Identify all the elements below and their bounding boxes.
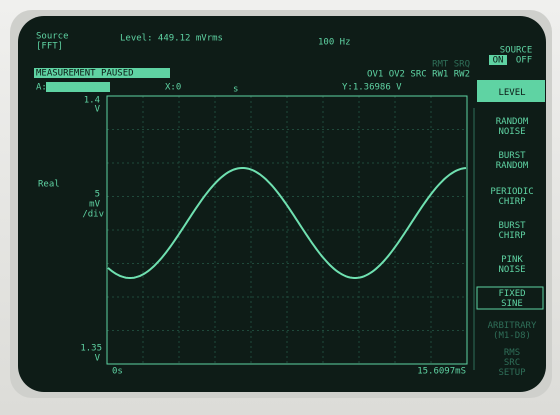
x-readout: X:0 bbox=[165, 83, 181, 93]
softkey-off[interactable]: OFF bbox=[516, 56, 532, 66]
softkey[interactable]: ARBITRARY(M1-D8) bbox=[488, 321, 537, 341]
y-scale-unit: mV bbox=[89, 200, 100, 210]
softkey-line[interactable]: RMS bbox=[504, 348, 520, 358]
softkey-line[interactable]: BURST bbox=[498, 151, 526, 161]
y-bottom-unit: V bbox=[95, 354, 101, 364]
softkey-line[interactable]: ARBITRARY bbox=[488, 321, 537, 331]
softkey-line[interactable]: SINE bbox=[501, 299, 523, 309]
softkey-line[interactable]: NOISE bbox=[498, 127, 525, 137]
softkey-line[interactable]: SETUP bbox=[498, 368, 526, 378]
mode-label: [FFT] bbox=[36, 42, 63, 52]
y-top-unit: V bbox=[95, 105, 101, 115]
softkey-line[interactable]: PINK bbox=[501, 255, 523, 265]
level-readout: Level: 449.12 mVrms bbox=[120, 34, 223, 44]
softkey-line[interactable]: RANDOM bbox=[496, 161, 529, 171]
frequency-readout: 100 Hz bbox=[318, 38, 351, 48]
softkey-line[interactable]: NOISE bbox=[498, 265, 525, 275]
softkey[interactable]: LEVEL bbox=[498, 88, 525, 98]
y-scale-div: /div bbox=[82, 210, 104, 220]
softkey-line[interactable]: RANDOM bbox=[496, 117, 529, 127]
y-bottom-label: 1.35 bbox=[80, 344, 102, 354]
softkey-line[interactable]: LEVEL bbox=[498, 88, 525, 98]
y-readout: Y:1.36986 V bbox=[342, 83, 402, 93]
softkey-line[interactable]: CHIRP bbox=[498, 197, 526, 207]
softkey-line[interactable]: FIXED bbox=[498, 289, 525, 299]
softkey-line[interactable]: (M1-D8) bbox=[493, 331, 531, 341]
format-label: Real bbox=[38, 180, 60, 190]
paused-label: MEASUREMENT PAUSED bbox=[36, 69, 134, 79]
source-label: Source bbox=[36, 32, 69, 42]
softkey-on[interactable]: ON bbox=[493, 56, 504, 66]
screen: Source [FFT] Level: 449.12 mVrms 100 Hz … bbox=[0, 0, 560, 415]
indicators-bottom: OV1 OV2 SRC RW1 RW2 bbox=[367, 70, 470, 80]
softkey-line[interactable]: PERIODIC bbox=[490, 187, 533, 197]
x-start-label: 0s bbox=[112, 367, 123, 377]
indicators-top: RMT SRQ bbox=[432, 60, 470, 70]
y-scale: 5 bbox=[95, 190, 100, 200]
softkey-line[interactable]: CHIRP bbox=[498, 231, 526, 241]
analyzer-screenshot: Source [FFT] Level: 449.12 mVrms 100 Hz … bbox=[0, 0, 560, 415]
softkey-title: SOURCE bbox=[500, 46, 533, 56]
softkey-line[interactable]: SRC bbox=[504, 358, 520, 368]
trace-label: A: CH1 Time bbox=[36, 83, 96, 93]
x-unit: s bbox=[233, 85, 238, 95]
softkey-line[interactable]: BURST bbox=[498, 221, 526, 231]
x-end-label: 15.6097mS bbox=[417, 367, 466, 377]
